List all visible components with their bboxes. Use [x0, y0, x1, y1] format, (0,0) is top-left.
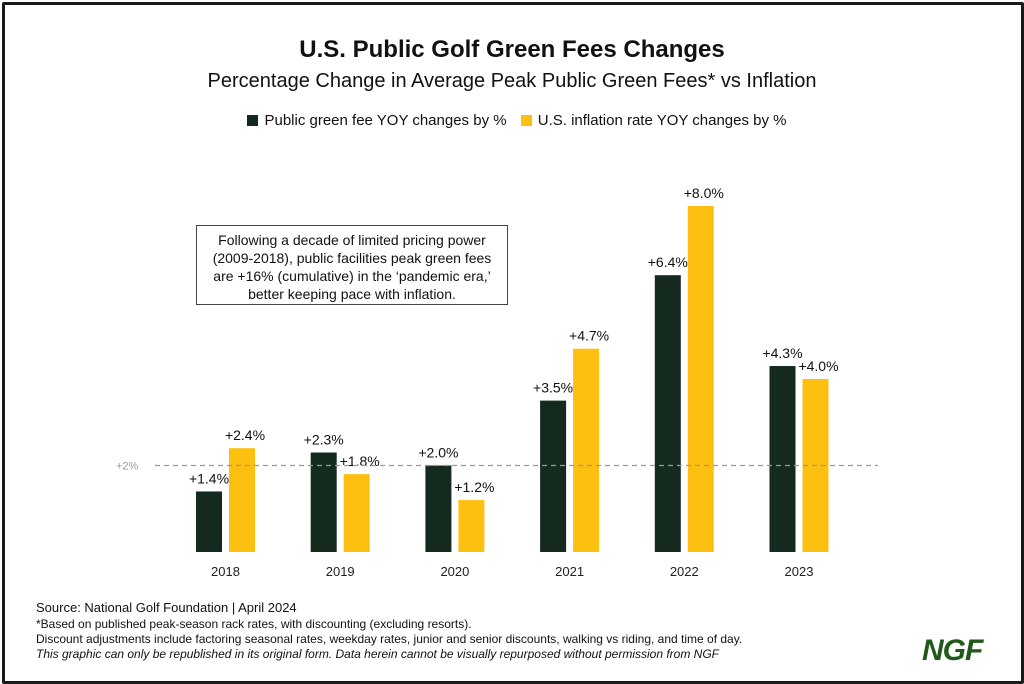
reference-line-label: +2% [116, 461, 139, 473]
footer-source: Source: National Golf Foundation | April… [36, 600, 297, 615]
legend-swatch-green-fee [247, 115, 259, 126]
legend-label-inflation: U.S. inflation rate YOY changes by % [537, 112, 787, 129]
chart-subtitle: Percentage Change in Average Peak Public… [207, 70, 817, 92]
green-fee-bar [769, 366, 796, 552]
data-label: +2.3% [304, 432, 344, 448]
data-label: +8.0% [684, 185, 724, 201]
green-fee-bar [425, 465, 452, 552]
data-label: +4.0% [798, 358, 838, 374]
footer-note-3: This graphic can only be republished in … [36, 647, 719, 661]
legend: Public green fee YOY changes by % U.S. i… [0, 112, 1024, 129]
legend-label-green-fee: Public green fee YOY changes by % [264, 112, 507, 129]
data-label: +4.7% [569, 328, 609, 344]
data-label: +6.4% [648, 254, 688, 270]
x-tick-label: 2019 [326, 564, 355, 579]
x-tick-label: 2020 [440, 564, 469, 579]
data-label: +2.4% [225, 427, 265, 443]
data-label: +3.5% [533, 380, 573, 396]
x-tick-label: 2018 [211, 564, 240, 579]
x-tick-label: 2021 [555, 564, 584, 579]
inflation-bar [573, 348, 600, 552]
green-fee-bar [540, 400, 567, 552]
green-fee-bar [654, 275, 681, 552]
inflation-bar [458, 500, 485, 552]
annotation-box: Following a decade of limited pricing po… [196, 225, 508, 305]
x-tick-label: 2023 [785, 564, 814, 579]
footer-note-1: *Based on published peak-season rack rat… [36, 617, 472, 631]
green-fee-bar [310, 452, 337, 552]
ngf-logo: NGF [922, 634, 983, 667]
footer-note-2: Discount adjustments include factoring s… [36, 632, 743, 646]
data-label: +1.2% [454, 479, 494, 495]
data-label: +1.8% [340, 453, 380, 469]
inflation-bar [687, 206, 714, 552]
inflation-bar [229, 448, 255, 552]
inflation-bar [343, 474, 370, 552]
legend-swatch-inflation [520, 115, 532, 126]
data-label: +2.0% [418, 445, 458, 461]
data-label: +4.3% [762, 345, 802, 361]
data-label: +1.4% [189, 470, 229, 486]
green-fee-bar [196, 491, 222, 552]
chart-title: U.S. Public Golf Green Fees Changes [299, 36, 725, 63]
x-tick-label: 2022 [670, 564, 699, 579]
